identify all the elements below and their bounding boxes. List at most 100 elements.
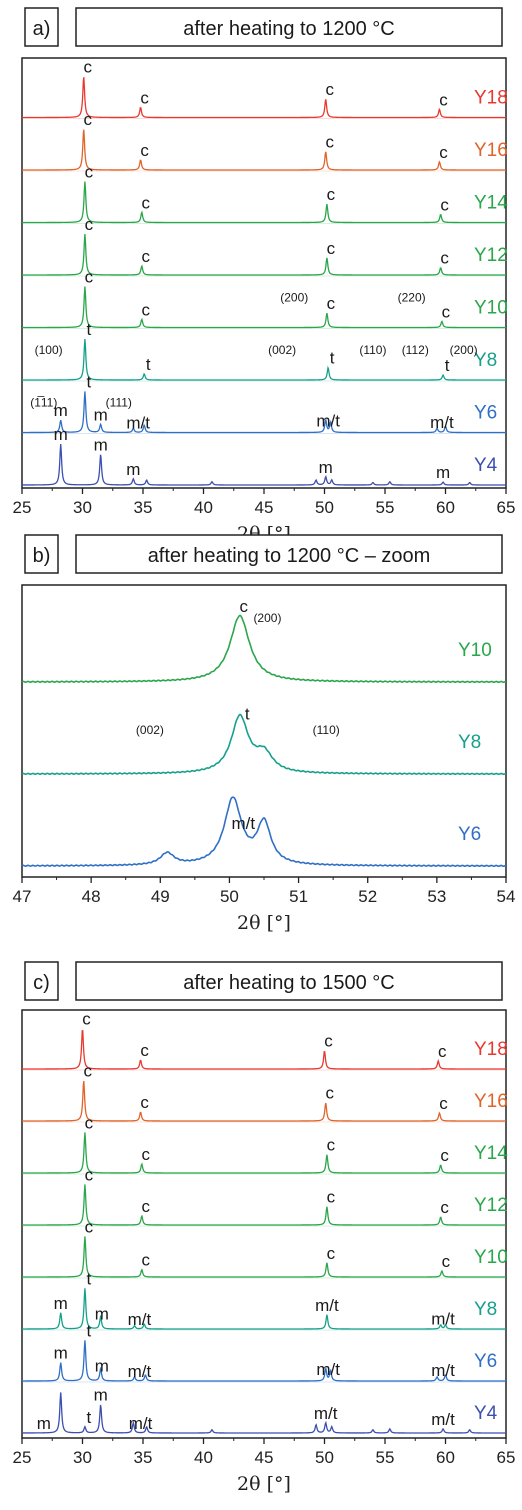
peak-label: m xyxy=(94,405,108,424)
peak-label: c xyxy=(327,1188,336,1207)
x-tick-label: 35 xyxy=(134,1448,153,1467)
series-line xyxy=(22,1340,506,1382)
peak-label: c xyxy=(85,163,94,182)
panel-title-box xyxy=(75,7,503,47)
x-tick-label: 47 xyxy=(13,887,32,906)
peak-label: m xyxy=(54,1294,68,1313)
series-line xyxy=(22,443,506,486)
series-name: Y16 xyxy=(474,140,508,161)
plot-frame xyxy=(21,584,507,878)
series-name: Y4 xyxy=(474,1403,498,1424)
series-name: Y10 xyxy=(474,298,508,319)
series-line xyxy=(22,339,506,381)
peak-label: c xyxy=(440,1146,449,1165)
series-line xyxy=(21,391,506,434)
peak-label: c xyxy=(440,249,449,268)
panel-title: after heating to 1200 °C – zoom xyxy=(148,545,431,567)
peak-label: c xyxy=(327,294,336,313)
peak-label: c xyxy=(140,1041,149,1060)
series-name: Y14 xyxy=(474,1143,508,1164)
series-y18: Y18 c c c c xyxy=(22,58,508,119)
series-y8: Y8 t t t t xyxy=(22,320,506,382)
peak-label: m/t xyxy=(316,411,340,430)
series-y10: Y10 c c c c xyxy=(22,268,508,329)
series-name: Y8 xyxy=(474,1299,497,1320)
panel-a: a) after heating to 1200 °C Y18 c c c c Y16 c c c c… xyxy=(13,7,516,545)
hkl-annotation: (002) xyxy=(136,723,164,737)
panel-title-box xyxy=(75,534,503,574)
x-tick-label: 40 xyxy=(194,1448,213,1467)
series-line xyxy=(21,713,507,776)
peak-label: c xyxy=(140,88,149,107)
series-y12: Y12 c c c c xyxy=(22,1165,508,1227)
hkl-annotation: (100) xyxy=(35,343,63,357)
series-name: Y16 xyxy=(474,1091,508,1112)
series-name: Y12 xyxy=(474,1195,508,1216)
peak-label: m/t xyxy=(129,1414,153,1433)
hkl-annotation: (112) xyxy=(402,343,429,357)
series-line xyxy=(22,1392,506,1434)
peak-label: c xyxy=(442,1252,451,1271)
peak-label: c xyxy=(440,195,449,214)
peak-label: m xyxy=(95,1357,109,1376)
x-axis-label: 2θ [°] xyxy=(237,912,291,934)
series-line xyxy=(21,796,507,868)
series-y6: Y6 mtm m/t m/t m/t xyxy=(21,373,506,434)
panel-tag-box xyxy=(24,534,59,574)
series-line xyxy=(22,286,506,329)
peak-label: m xyxy=(319,458,333,477)
x-tick-label: 50 xyxy=(315,1448,334,1467)
series-line xyxy=(22,1184,506,1226)
panel-c: c) after heating to 1500 °C Y18 c c c c Y16 c c c c… xyxy=(13,961,515,1495)
peak-label: m/t xyxy=(128,1362,152,1381)
panel-tag: b) xyxy=(33,545,51,567)
x-tick-label: 25 xyxy=(13,1448,32,1467)
series-line xyxy=(22,1080,506,1122)
peak-label: c xyxy=(142,193,151,212)
peak-label: c xyxy=(142,247,151,266)
series-line xyxy=(22,77,506,119)
peak-label: m xyxy=(54,401,68,420)
series-name: Y6 xyxy=(474,403,497,424)
panel-title: after heating to 1200 °C xyxy=(183,18,394,40)
peak-label: m/t xyxy=(316,1360,340,1379)
peak-label: c xyxy=(324,1032,333,1051)
x-tick-label: 60 xyxy=(436,498,455,517)
peak-label: t xyxy=(87,320,92,339)
series-line xyxy=(22,1030,506,1070)
series-y10: Y10 c xyxy=(21,597,507,684)
series-y4: Y4m tmm/tm/t m/t xyxy=(22,1386,506,1434)
hkl-annotation: (111) xyxy=(106,396,132,410)
x-tick-label: 40 xyxy=(194,498,213,517)
peak-label: t xyxy=(87,373,92,392)
panel-tag-box xyxy=(24,961,59,1001)
series-y6: Y6 mtm m/t m/t m/t xyxy=(22,1321,506,1383)
series-name: Y8 xyxy=(474,350,497,371)
peak-label: t xyxy=(87,1269,92,1288)
peak-label: c xyxy=(327,185,336,204)
x-tick-label: 65 xyxy=(497,498,516,517)
peak-label: t xyxy=(87,1408,92,1427)
x-tick-label: 49 xyxy=(151,887,170,906)
peak-label: c xyxy=(83,1061,92,1080)
peak-label: c xyxy=(142,1251,151,1270)
series-y12: Y12 c c c c xyxy=(22,215,508,277)
series-name: Y10 xyxy=(458,640,492,661)
peak-label: m/t xyxy=(315,1296,339,1315)
series-y14: Y14 c c c c xyxy=(22,163,508,224)
peak-label: m xyxy=(94,435,108,454)
peak-label: t xyxy=(87,1321,92,1340)
peak-label: c xyxy=(327,1136,336,1155)
x-tick-label: 30 xyxy=(73,1448,92,1467)
x-tick-label: 60 xyxy=(436,1448,455,1467)
peak-label: m xyxy=(54,425,68,444)
peak-label: c xyxy=(325,80,334,99)
series-y14: Y14 c c c c xyxy=(22,1113,508,1175)
panel-tag: c) xyxy=(33,972,50,994)
peak-label: c xyxy=(85,268,94,287)
x-tick-label: 55 xyxy=(376,498,395,517)
x-tick-label: 52 xyxy=(358,887,377,906)
series-line xyxy=(22,234,506,276)
peak-label: c xyxy=(85,1217,94,1236)
series-name: Y4 xyxy=(474,455,498,476)
